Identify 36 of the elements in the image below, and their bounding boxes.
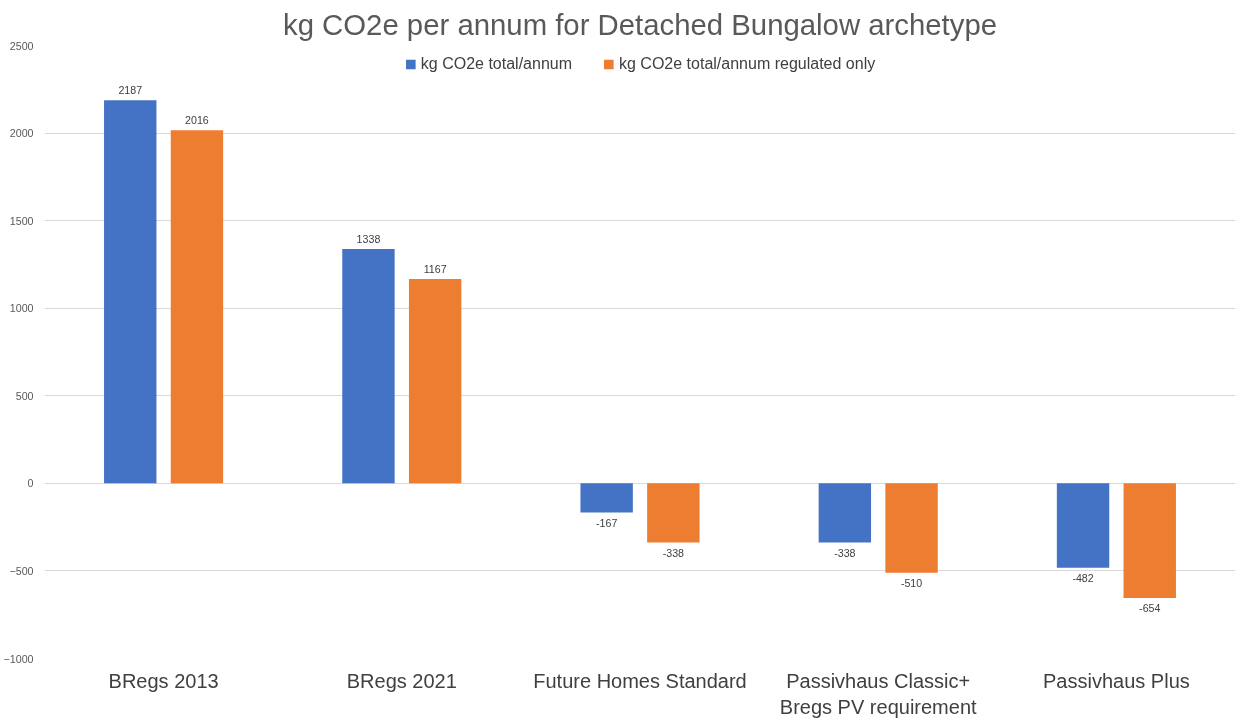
x-tick-label: BRegs 2021 bbox=[346, 669, 457, 692]
bar bbox=[170, 130, 224, 484]
x-tick-label: Passivhaus Classic+ Bregs PV requirement bbox=[779, 669, 978, 718]
bar bbox=[342, 249, 395, 484]
data-label: 2016 bbox=[185, 114, 209, 127]
y-tick-label: 1000 bbox=[9, 302, 34, 315]
data-label: -510 bbox=[900, 576, 923, 589]
x-tick-label: BRegs 2013 bbox=[108, 669, 219, 692]
data-label: 1338 bbox=[356, 233, 381, 246]
bar bbox=[1123, 483, 1176, 598]
y-tick-label: 1500 bbox=[9, 214, 34, 227]
legend-label: kg CO2e total/annum bbox=[420, 55, 573, 73]
bar bbox=[104, 100, 157, 484]
data-label: -654 bbox=[1139, 601, 1161, 614]
data-label: -338 bbox=[662, 546, 685, 559]
bar bbox=[580, 483, 633, 513]
y-tick-label: −1000 bbox=[3, 652, 34, 665]
chart-title: kg CO2e per annum for Detached Bungalow archetype bbox=[282, 7, 998, 41]
y-tick-label: 0 bbox=[27, 477, 34, 490]
x-tick-label: Passivhaus Plus bbox=[1043, 669, 1190, 692]
data-label: -482 bbox=[1072, 571, 1094, 584]
bar bbox=[818, 483, 872, 543]
data-label: 1167 bbox=[423, 262, 447, 275]
bar bbox=[1056, 483, 1110, 568]
data-label: 2187 bbox=[118, 84, 143, 97]
data-label: -167 bbox=[595, 516, 618, 529]
x-tick-label: Future Homes Standard bbox=[533, 669, 747, 692]
y-tick-label: −500 bbox=[9, 564, 34, 577]
y-tick-label: 500 bbox=[15, 389, 34, 402]
bar bbox=[647, 483, 700, 543]
y-tick-label: 2500 bbox=[9, 39, 34, 52]
bar bbox=[885, 483, 938, 573]
legend-label: kg CO2e total/annum regulated only bbox=[619, 55, 876, 73]
y-tick-label: 2000 bbox=[9, 127, 34, 140]
data-label: -338 bbox=[834, 546, 856, 559]
bar bbox=[408, 278, 462, 484]
